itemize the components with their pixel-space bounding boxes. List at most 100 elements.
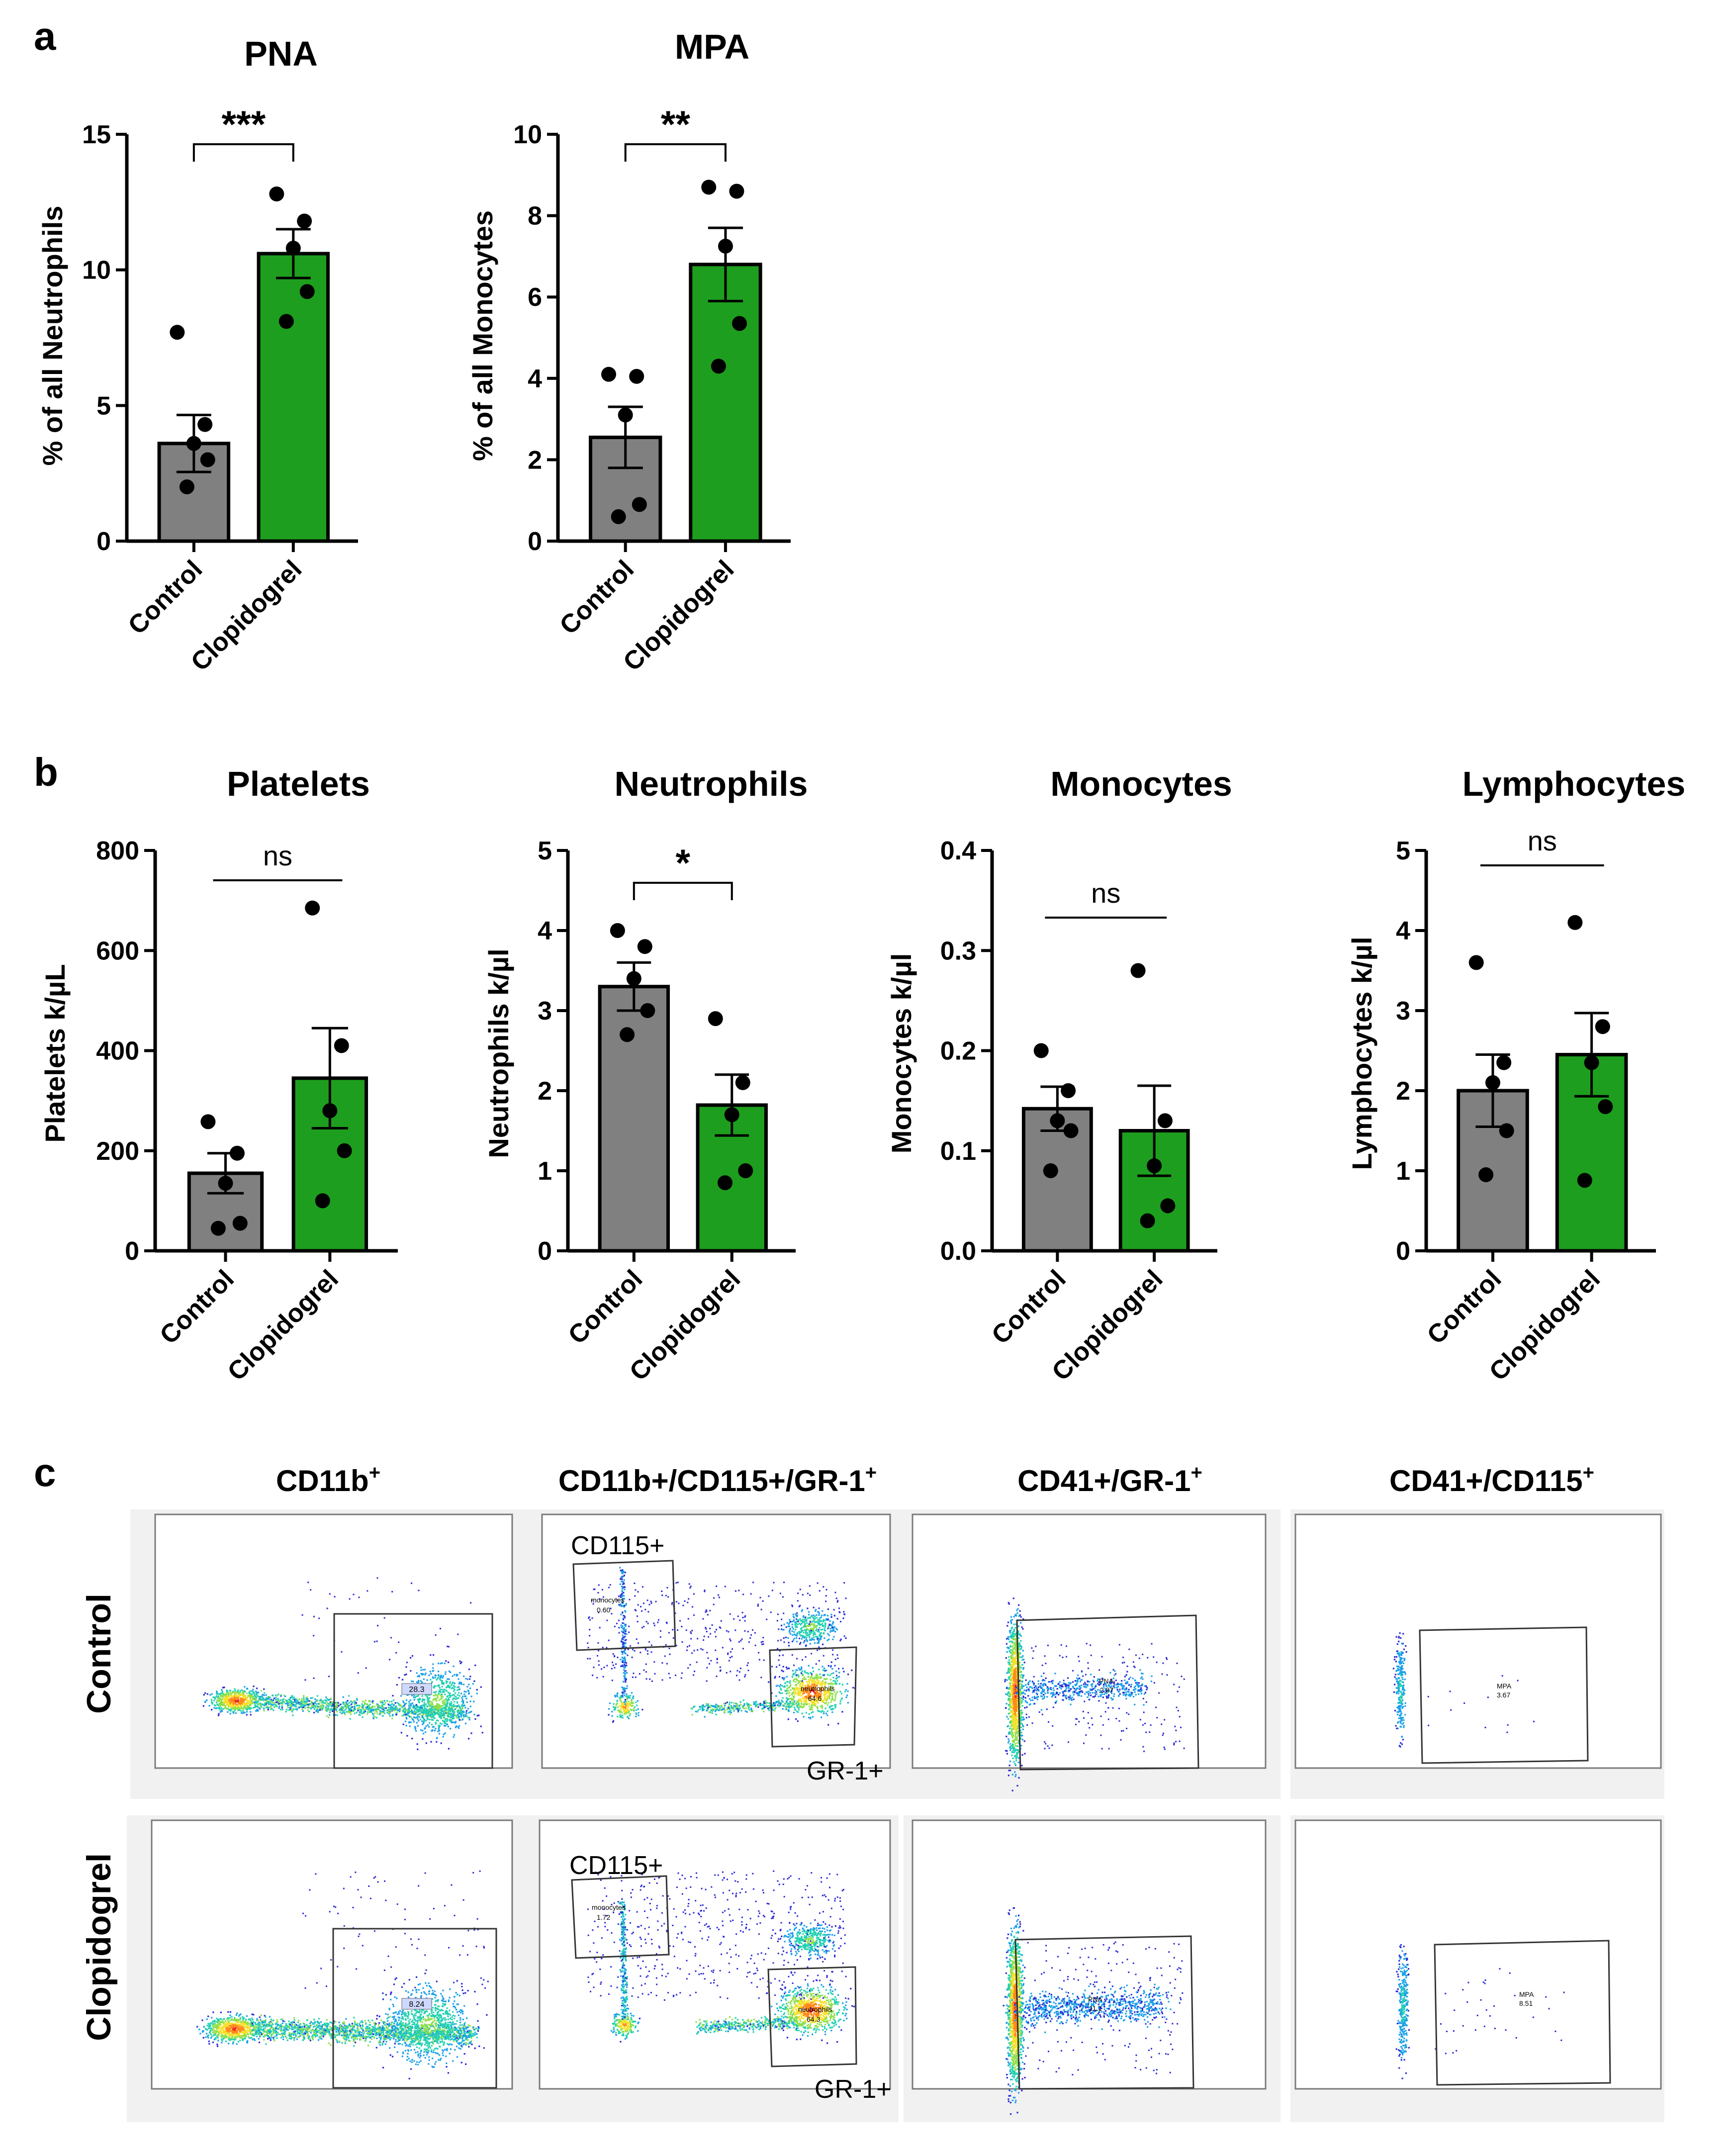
event-dot: [814, 1692, 816, 1694]
event-dot: [405, 1674, 407, 1676]
event-dot: [430, 1679, 432, 1681]
event-dot: [691, 1708, 693, 1710]
event-dot: [255, 1699, 257, 1701]
event-dot: [619, 1603, 622, 1605]
event-dot: [264, 1692, 266, 1694]
event-dot: [716, 1659, 718, 1660]
event-dot: [233, 1695, 235, 1697]
event-dot: [452, 1694, 454, 1696]
event-dot: [599, 1627, 601, 1629]
event-dot: [260, 1696, 262, 1698]
event-dot: [450, 1728, 452, 1730]
event-dot: [738, 1641, 740, 1643]
event-dot: [254, 1704, 256, 1706]
event-dot: [839, 1702, 841, 1705]
event-dot: [791, 1641, 793, 1643]
event-dot: [422, 1730, 424, 1732]
event-dot: [249, 1694, 251, 1696]
event-dot: [243, 1693, 245, 1695]
event-dot: [616, 1622, 618, 1624]
event-dot: [406, 1694, 408, 1696]
event-dot: [307, 1704, 309, 1706]
event-dot: [320, 1699, 322, 1702]
event-dot: [231, 1697, 233, 1700]
event-dot: [628, 1710, 630, 1712]
event-dot: [627, 1715, 629, 1718]
event-dot: [668, 1673, 670, 1675]
event-dot: [457, 1714, 459, 1716]
event-dot: [646, 1650, 648, 1652]
event-dot: [739, 1668, 741, 1669]
event-dot: [816, 1677, 818, 1679]
event-dot: [756, 1705, 758, 1707]
event-dot: [216, 1693, 218, 1695]
event-dot: [295, 1705, 297, 1707]
event-dot: [744, 1710, 746, 1712]
event-dot: [747, 1670, 749, 1672]
event-dot: [630, 1708, 632, 1710]
event-dot: [259, 1707, 261, 1709]
event-dot: [797, 1600, 799, 1602]
event-dot: [460, 1683, 462, 1685]
event-dot: [438, 1708, 440, 1710]
event-dot: [814, 1705, 816, 1707]
event-dot: [422, 1738, 424, 1740]
event-dot: [291, 1696, 293, 1698]
event-dot: [429, 1715, 431, 1717]
event-dot: [704, 1591, 706, 1592]
event-dot: [618, 1627, 620, 1629]
event-dot: [448, 1670, 450, 1672]
event-dot: [453, 1736, 455, 1738]
event-dot: [648, 1641, 650, 1643]
flow-plot-control-cd11b: 28.3: [130, 1509, 517, 1799]
event-dot: [369, 1710, 371, 1712]
event-dot: [401, 1715, 403, 1717]
event-dot: [437, 1708, 439, 1710]
event-dot: [818, 1640, 820, 1642]
event-dot: [255, 1696, 257, 1698]
event-dot: [657, 1621, 659, 1623]
event-dot: [265, 1706, 268, 1708]
event-dot: [358, 1706, 361, 1708]
event-dot: [1008, 1659, 1010, 1661]
event-dot: [616, 1702, 618, 1704]
event-dot: [432, 1707, 435, 1709]
significance-bracket: [624, 143, 727, 162]
data-point: [701, 180, 717, 195]
event-dot: [425, 1707, 427, 1709]
event-dot: [454, 1695, 456, 1697]
event-dot: [816, 1674, 818, 1676]
event-dot: [827, 1665, 829, 1667]
event-dot: [750, 1704, 752, 1706]
event-dot: [835, 1627, 837, 1630]
event-dot: [645, 1671, 647, 1673]
event-dot: [243, 1702, 245, 1704]
event-dot: [291, 1710, 293, 1712]
event-dot: [747, 1707, 749, 1709]
event-dot: [826, 1710, 828, 1712]
event-dot: [808, 1713, 810, 1715]
event-dot: [729, 1703, 731, 1705]
event-dot: [452, 1711, 454, 1713]
event-dot: [808, 1623, 810, 1625]
event-dot: [365, 1706, 367, 1708]
event-dot: [455, 1721, 457, 1723]
event-dot: [463, 1690, 465, 1692]
event-dot: [448, 1697, 450, 1699]
event-dot: [785, 1690, 787, 1692]
event-dot: [445, 1703, 447, 1705]
event-dot: [316, 1695, 318, 1697]
event-dot: [358, 1596, 360, 1598]
event-dot: [444, 1709, 446, 1711]
event-dot: [726, 1701, 728, 1703]
event-dot: [798, 1631, 800, 1633]
event-dot: [632, 1702, 634, 1704]
event-dot: [425, 1719, 427, 1721]
event-dot: [241, 1699, 243, 1701]
event-dot: [736, 1670, 738, 1672]
event-dot: [263, 1704, 266, 1706]
event-dot: [444, 1732, 446, 1734]
event-dot: [227, 1691, 229, 1693]
event-dot: [420, 1709, 422, 1711]
event-dot: [275, 1701, 277, 1703]
